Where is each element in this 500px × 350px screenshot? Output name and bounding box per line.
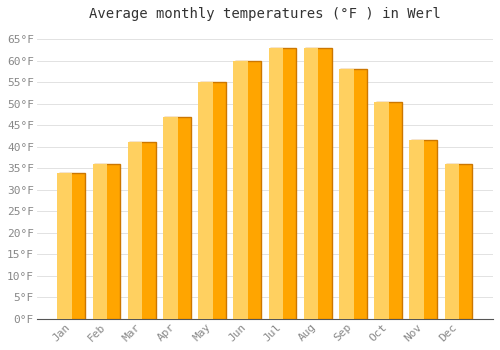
Bar	[270, 48, 296, 319]
Bar	[444, 164, 459, 319]
Bar	[198, 82, 213, 319]
Bar	[374, 102, 388, 319]
Bar	[376, 102, 402, 319]
Bar	[234, 61, 248, 319]
Bar	[128, 142, 142, 319]
Bar	[268, 48, 283, 319]
Bar	[200, 82, 226, 319]
Bar	[304, 48, 318, 319]
Bar	[58, 173, 72, 319]
Bar	[94, 164, 120, 319]
Bar	[305, 48, 332, 319]
Bar	[164, 117, 191, 319]
Bar	[340, 69, 366, 319]
Bar	[410, 140, 424, 319]
Bar	[59, 173, 85, 319]
Bar	[339, 69, 353, 319]
Bar	[129, 142, 156, 319]
Bar	[410, 140, 437, 319]
Bar	[92, 164, 107, 319]
Title: Average monthly temperatures (°F ) in Werl: Average monthly temperatures (°F ) in We…	[89, 7, 441, 21]
Bar	[235, 61, 261, 319]
Bar	[163, 117, 178, 319]
Bar	[446, 164, 472, 319]
